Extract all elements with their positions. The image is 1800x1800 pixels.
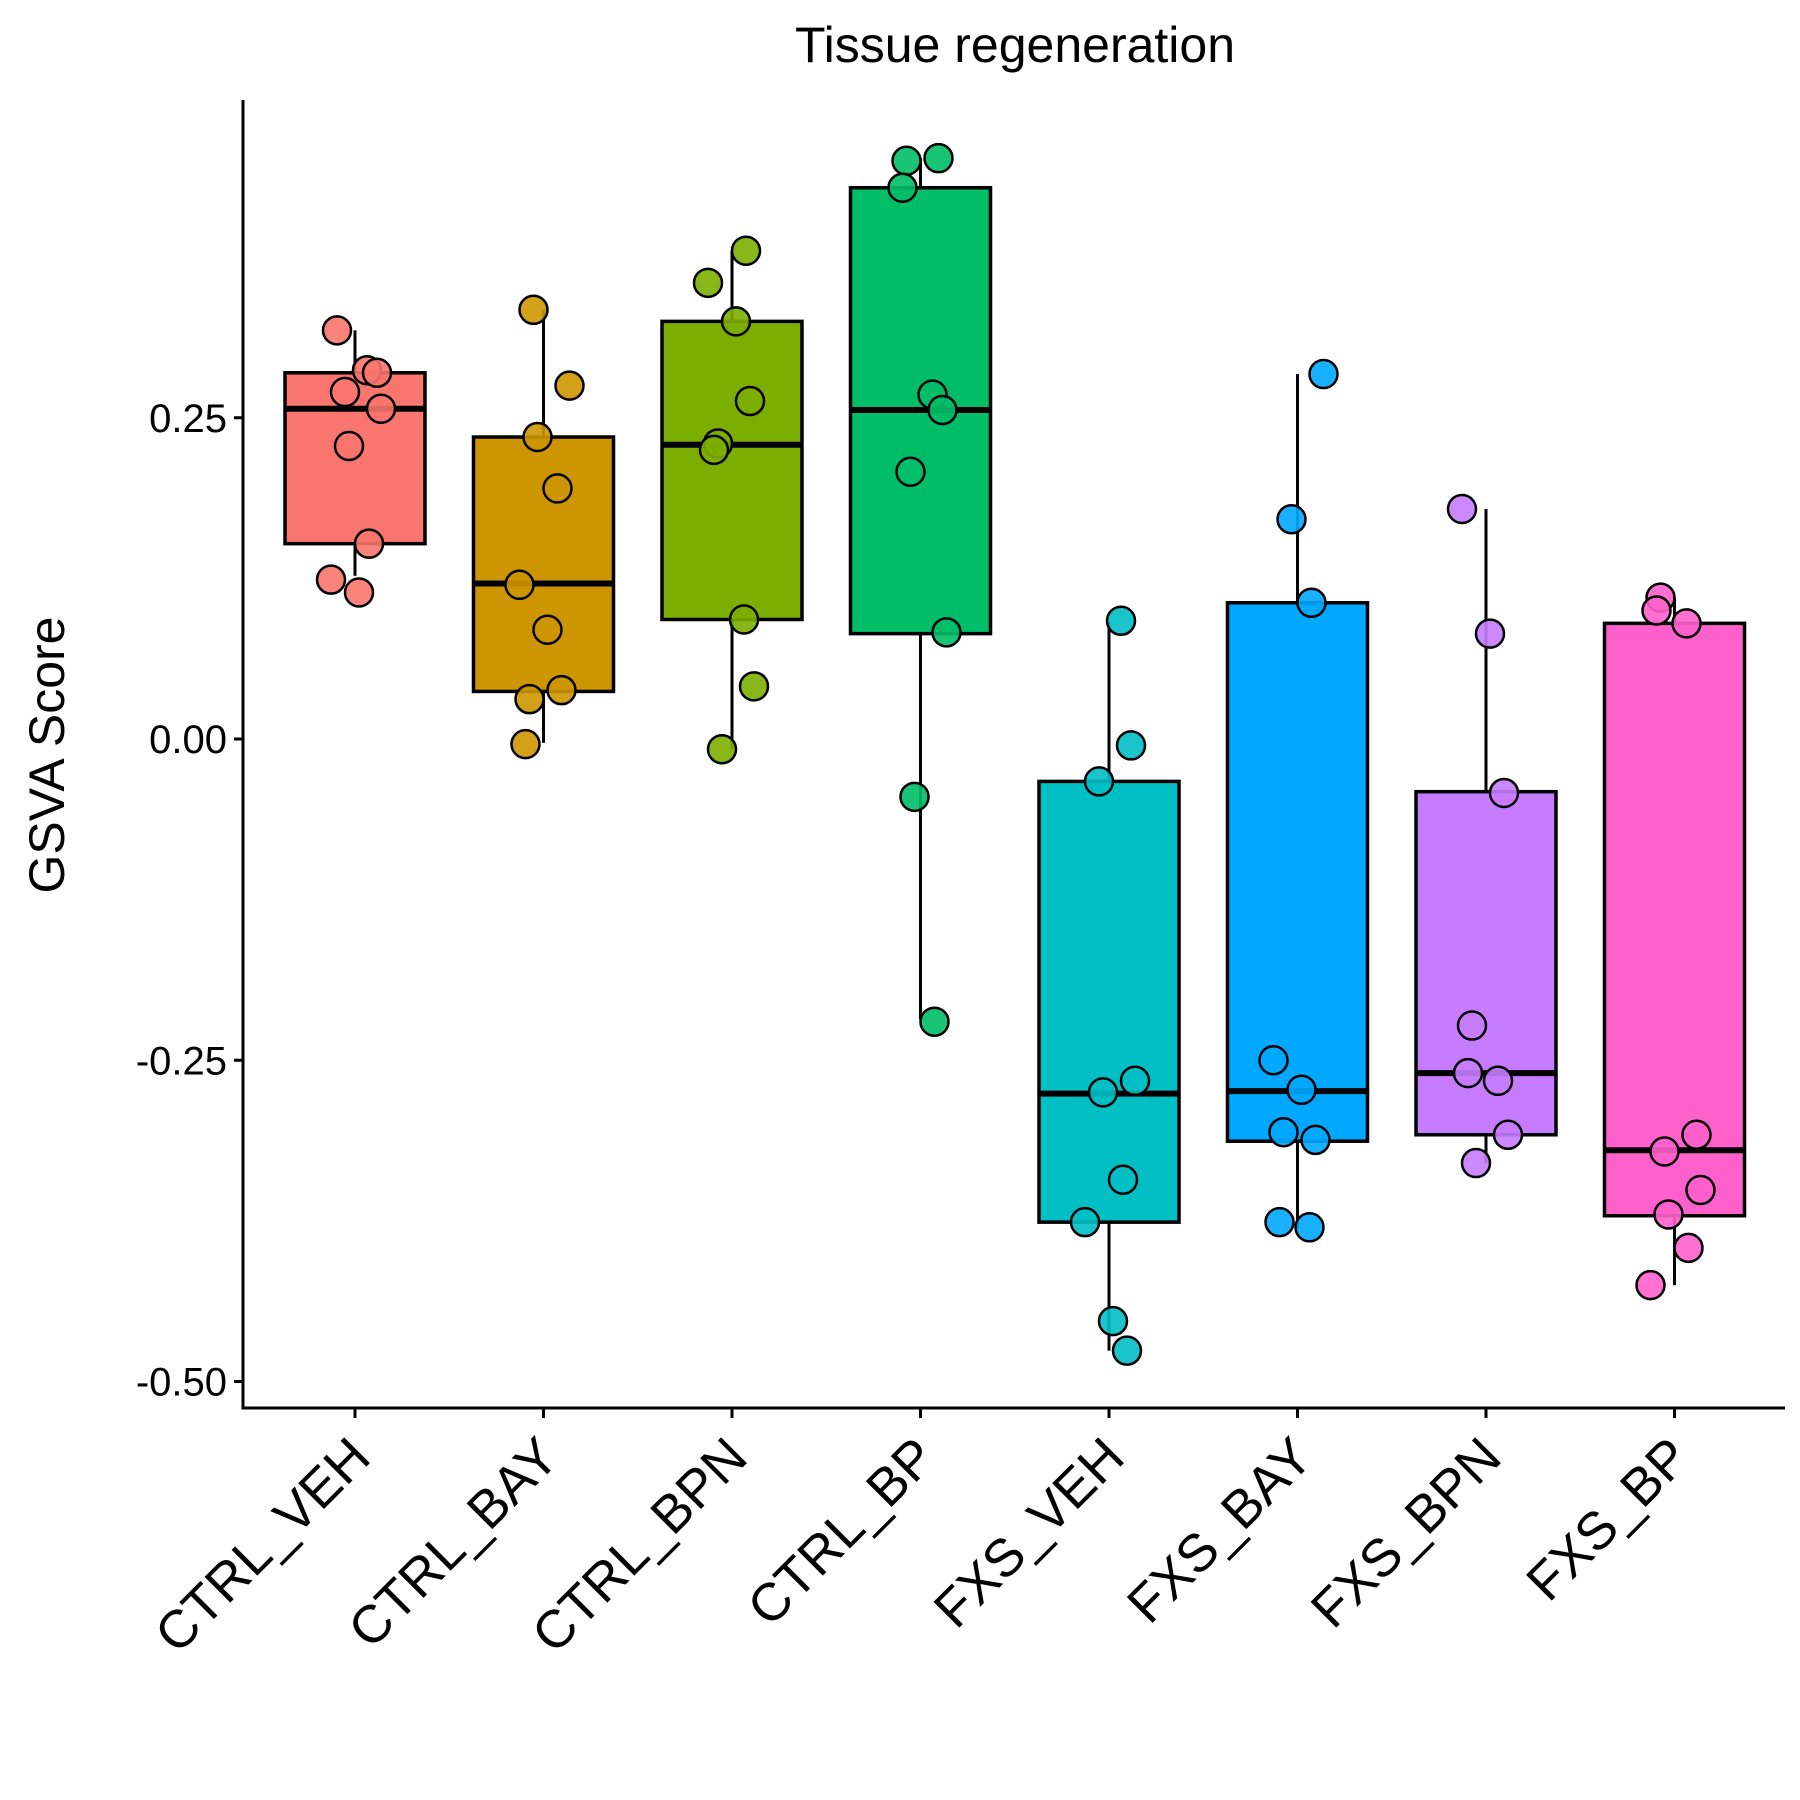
x-tick-label: FXS_BPN	[1300, 1427, 1513, 1640]
data-point	[321, 315, 353, 346]
box-group-fxs_bpn	[1414, 493, 1558, 1179]
box-group-ctrl_bay	[471, 294, 616, 760]
data-point	[315, 564, 347, 595]
data-point	[365, 393, 397, 425]
x-tick-label: FXS_BAY	[1116, 1427, 1324, 1635]
data-point	[1488, 777, 1520, 809]
data-point	[522, 421, 553, 453]
data-point	[1294, 1212, 1325, 1243]
x-tick-label: CTRL_VEH	[144, 1427, 381, 1664]
y-tick-label: 0.00	[149, 718, 227, 762]
data-point	[343, 577, 375, 608]
box	[471, 435, 616, 694]
data-point	[734, 385, 766, 417]
data-point	[1097, 1305, 1129, 1337]
plot-area	[283, 142, 1747, 1366]
data-point	[504, 569, 535, 601]
y-tick-label: -0.25	[136, 1039, 227, 1083]
data-point	[1492, 1119, 1524, 1151]
data-point	[1107, 1164, 1139, 1196]
data-point	[1641, 595, 1672, 626]
data-point	[895, 456, 926, 487]
data-point	[1446, 493, 1478, 525]
data-point	[1119, 1065, 1151, 1097]
data-point	[1286, 1074, 1317, 1106]
data-point	[532, 614, 563, 646]
data-point	[1087, 1077, 1119, 1108]
data-point	[1105, 605, 1137, 637]
data-point	[931, 617, 962, 648]
data-point	[1456, 1010, 1488, 1041]
data-point	[546, 674, 577, 706]
data-point	[1482, 1065, 1514, 1097]
data-point	[1276, 504, 1307, 535]
data-point	[1649, 1136, 1680, 1167]
data-point	[1685, 1174, 1716, 1206]
x-tick-label: FXS_BP	[1516, 1427, 1701, 1612]
data-point	[1681, 1119, 1712, 1151]
y-tick-label: 0.25	[149, 397, 227, 441]
data-point	[1258, 1045, 1289, 1076]
chart-title: Tissue regeneration	[795, 17, 1235, 73]
x-tick-label: CTRL_BP	[737, 1427, 947, 1637]
data-point	[514, 683, 545, 715]
data-point	[1083, 766, 1115, 797]
x-tick-label: FXS_VEH	[923, 1427, 1136, 1640]
data-point	[899, 781, 930, 813]
data-point	[1653, 1199, 1684, 1230]
data-point	[1452, 1057, 1484, 1089]
box	[1225, 601, 1370, 1143]
box-group-fxs_bp	[1602, 582, 1747, 1301]
y-axis-title: GSVA Score	[19, 617, 75, 894]
data-point	[542, 473, 573, 504]
data-point	[1673, 1232, 1704, 1264]
data-point	[1308, 358, 1339, 390]
data-point	[1268, 1116, 1299, 1148]
box	[660, 319, 804, 622]
y-tick-label: -0.50	[136, 1361, 227, 1405]
data-point	[720, 306, 752, 337]
data-point	[927, 394, 958, 426]
x-axis: CTRL_VEHCTRL_BAYCTRL_BPNCTRL_BPFXS_VEHFX…	[144, 1406, 1785, 1664]
box-group-ctrl_bp	[848, 142, 993, 1037]
data-point	[1296, 587, 1327, 619]
data-point	[728, 604, 760, 635]
data-point	[923, 142, 954, 174]
box-group-fxs_veh	[1037, 605, 1181, 1366]
data-point	[361, 357, 393, 389]
box-group-ctrl_veh	[283, 315, 427, 608]
data-point	[1111, 1335, 1143, 1366]
y-axis: 0.25 0.00 -0.25 -0.50	[136, 100, 245, 1408]
data-point	[333, 430, 365, 462]
data-point	[887, 172, 918, 203]
data-point	[730, 235, 762, 266]
box-group-fxs_bay	[1225, 358, 1370, 1243]
data-point	[353, 528, 385, 559]
data-point	[554, 370, 585, 401]
data-point	[698, 434, 730, 466]
data-point	[692, 267, 724, 299]
data-point	[1671, 608, 1702, 639]
box-group-ctrl_bpn	[660, 235, 804, 765]
data-point	[891, 145, 922, 176]
data-point	[1264, 1206, 1295, 1238]
data-point	[1300, 1124, 1331, 1156]
data-point	[1069, 1206, 1101, 1238]
data-point	[510, 728, 541, 760]
data-point	[1460, 1147, 1492, 1179]
data-point	[1635, 1269, 1666, 1301]
data-point	[329, 376, 361, 408]
data-point	[1115, 730, 1147, 761]
data-point	[518, 294, 549, 326]
data-point	[738, 671, 770, 702]
data-point	[1474, 618, 1506, 649]
box	[1037, 779, 1181, 1224]
data-point	[919, 1006, 950, 1037]
box	[1602, 621, 1747, 1218]
data-point	[706, 734, 738, 765]
